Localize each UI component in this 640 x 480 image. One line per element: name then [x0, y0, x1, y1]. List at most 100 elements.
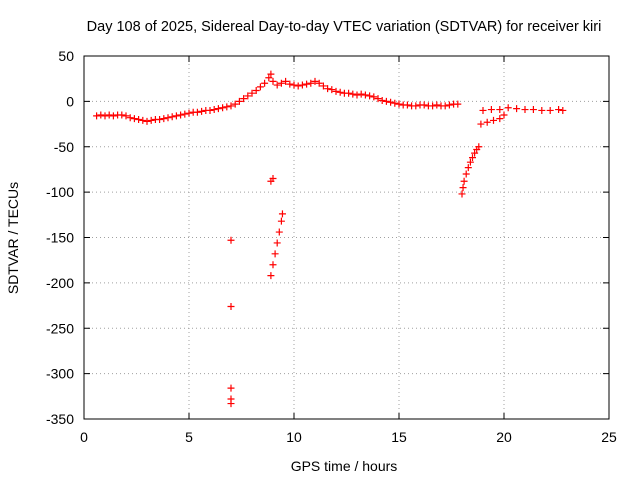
chart-title: Day 108 of 2025, Sidereal Day-to-day VTE… — [87, 19, 602, 35]
data-point — [298, 81, 306, 89]
data-point — [177, 111, 185, 119]
data-point — [479, 106, 487, 114]
data-point — [235, 97, 243, 105]
data-point — [267, 272, 275, 280]
data-point — [521, 106, 529, 114]
data-point — [164, 114, 172, 122]
y-tick-label: -250 — [46, 320, 74, 336]
data-point — [475, 143, 483, 151]
y-tick-label: -350 — [46, 411, 74, 427]
data-point — [462, 170, 470, 178]
data-point — [122, 112, 130, 120]
data-point — [269, 175, 277, 183]
data-point — [370, 93, 378, 101]
data-point — [147, 116, 155, 124]
data-point — [193, 108, 201, 116]
data-point — [160, 115, 168, 123]
data-point — [391, 99, 399, 107]
data-point — [441, 102, 449, 110]
plot-frame — [83, 55, 610, 420]
y-tick-label: 0 — [66, 93, 74, 109]
data-point — [261, 79, 269, 87]
data-point — [345, 89, 353, 97]
data-point — [382, 97, 390, 105]
data-point — [265, 74, 273, 82]
data-points — [93, 70, 567, 408]
data-point — [454, 100, 462, 108]
data-point — [458, 190, 466, 198]
data-point — [513, 105, 521, 113]
data-point — [269, 77, 277, 85]
data-point — [118, 111, 126, 119]
data-point — [219, 104, 227, 112]
data-point — [459, 184, 467, 192]
x-tick-label: 20 — [496, 429, 512, 445]
x-axis-label: GPS time / hours — [291, 458, 398, 474]
data-point — [357, 90, 365, 98]
data-point — [471, 149, 479, 157]
data-point — [307, 79, 315, 87]
data-point — [290, 81, 298, 89]
x-tick-label: 5 — [185, 429, 193, 445]
data-point — [319, 82, 327, 90]
data-point — [433, 101, 441, 109]
data-point — [269, 261, 277, 269]
data-point — [496, 115, 504, 123]
data-point — [227, 236, 235, 244]
data-point — [126, 114, 134, 122]
data-point — [469, 154, 476, 162]
data-point — [477, 120, 485, 128]
y-tick-label: 50 — [58, 48, 74, 64]
data-point — [490, 116, 497, 124]
data-point — [273, 81, 281, 89]
data-point — [273, 239, 281, 247]
data-point — [500, 111, 508, 119]
x-tick-label: 15 — [391, 429, 407, 445]
data-point — [529, 106, 537, 114]
data-point — [286, 80, 294, 88]
data-point — [412, 102, 420, 110]
data-point — [231, 100, 239, 108]
data-point — [240, 95, 248, 103]
data-point — [227, 384, 235, 392]
data-point — [466, 158, 474, 166]
data-point — [256, 83, 264, 91]
data-point — [445, 101, 453, 109]
x-tick-label: 25 — [601, 429, 617, 445]
data-point — [555, 106, 563, 114]
data-point — [353, 91, 361, 99]
data-point — [464, 164, 472, 172]
data-point — [387, 98, 395, 106]
x-tick-label: 10 — [286, 429, 302, 445]
data-point — [311, 77, 319, 85]
data-point — [214, 105, 222, 113]
x-tick-label: 0 — [80, 429, 88, 445]
data-point — [275, 228, 283, 236]
data-point — [328, 86, 336, 94]
data-point — [252, 86, 260, 94]
data-point — [332, 87, 340, 95]
data-point — [135, 116, 143, 124]
data-point — [105, 111, 113, 119]
data-point — [248, 89, 256, 97]
data-point — [324, 85, 332, 93]
data-point — [403, 101, 411, 109]
y-tick-label: -50 — [54, 139, 74, 155]
data-point — [223, 103, 231, 111]
data-point — [395, 100, 403, 108]
data-point — [366, 92, 374, 100]
data-point — [244, 92, 252, 100]
data-point — [546, 106, 554, 114]
tick-label-layer: 0 5 10 15 20 25 -350 -300 -250 -200 -150 -100 -50 0 50 — [46, 48, 617, 445]
data-point — [168, 113, 176, 121]
data-point — [420, 101, 428, 109]
data-point — [130, 115, 138, 123]
data-point — [101, 112, 109, 120]
data-point — [198, 107, 206, 115]
y-axis-label: SDTVAR / TECUs — [5, 182, 21, 294]
y-tick-label: -150 — [46, 230, 74, 246]
data-point — [336, 88, 344, 96]
data-point — [172, 112, 180, 120]
data-point — [282, 77, 290, 85]
